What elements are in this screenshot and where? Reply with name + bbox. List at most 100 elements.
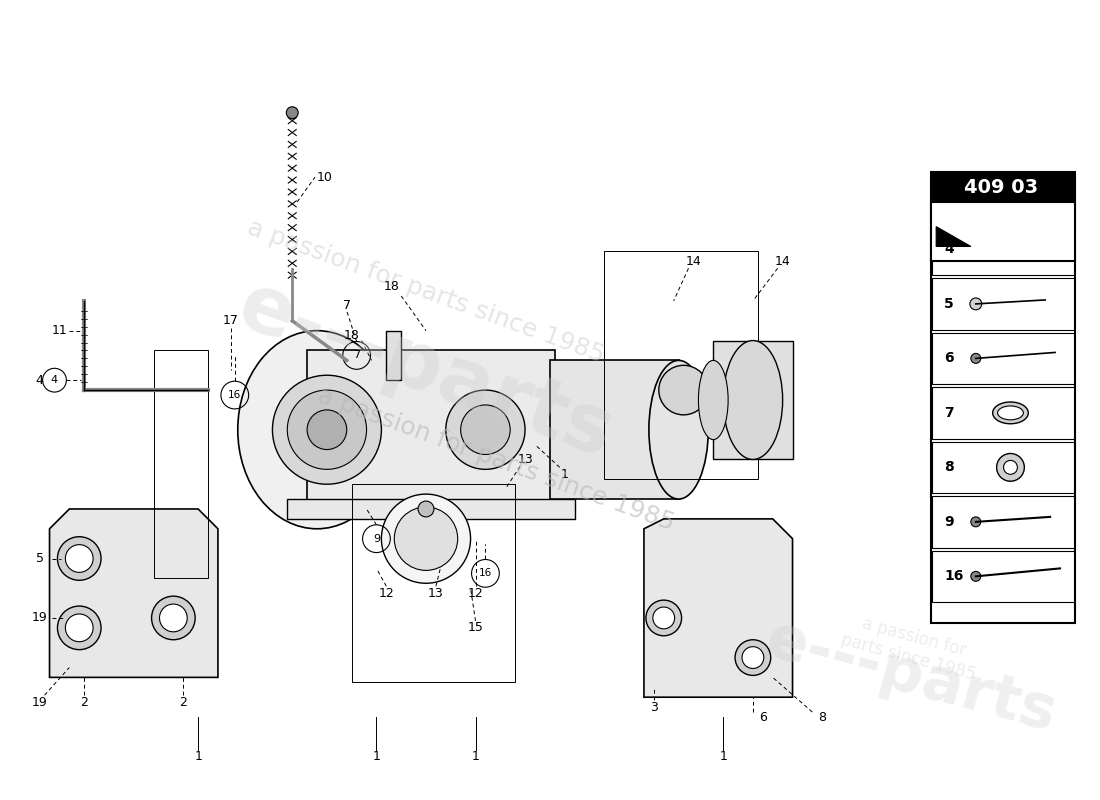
Bar xyxy=(550,360,679,499)
Circle shape xyxy=(160,604,187,632)
Circle shape xyxy=(1003,461,1018,474)
Text: 4: 4 xyxy=(35,374,44,386)
Text: 1: 1 xyxy=(195,750,202,763)
Bar xyxy=(932,278,1074,330)
Circle shape xyxy=(735,640,771,675)
Bar xyxy=(287,499,574,519)
Ellipse shape xyxy=(436,366,535,494)
Bar xyxy=(932,202,1075,262)
Text: 19: 19 xyxy=(32,696,47,709)
Text: 17: 17 xyxy=(223,314,239,327)
Ellipse shape xyxy=(723,341,782,459)
Text: 10: 10 xyxy=(317,170,333,184)
Text: 18: 18 xyxy=(343,329,360,342)
Text: 15: 15 xyxy=(468,622,484,634)
Circle shape xyxy=(971,571,981,582)
Ellipse shape xyxy=(238,330,396,529)
Ellipse shape xyxy=(649,360,708,499)
Text: 8: 8 xyxy=(818,710,826,723)
Circle shape xyxy=(57,537,101,580)
Text: 9: 9 xyxy=(373,534,380,544)
Text: 7: 7 xyxy=(353,350,360,361)
Text: 16: 16 xyxy=(228,390,241,400)
Bar xyxy=(352,484,515,682)
Text: 16: 16 xyxy=(478,568,492,578)
Text: a passion for
parts since 1985: a passion for parts since 1985 xyxy=(839,611,983,684)
Text: 3: 3 xyxy=(650,701,658,714)
Bar xyxy=(932,333,1074,384)
Circle shape xyxy=(971,517,981,527)
Text: 14: 14 xyxy=(774,255,791,268)
Ellipse shape xyxy=(698,360,728,440)
Circle shape xyxy=(65,614,94,642)
Text: e---parts: e---parts xyxy=(760,610,1063,745)
Text: a passion for parts since 1985: a passion for parts since 1985 xyxy=(244,215,608,367)
Text: 1: 1 xyxy=(719,750,727,763)
Bar xyxy=(932,496,1074,548)
Text: 4: 4 xyxy=(51,375,58,385)
Circle shape xyxy=(394,507,458,570)
Circle shape xyxy=(418,501,433,517)
Text: 12: 12 xyxy=(378,586,394,600)
Text: a passion for parts since 1985: a passion for parts since 1985 xyxy=(314,383,678,535)
Bar xyxy=(713,341,792,459)
Polygon shape xyxy=(644,519,792,697)
Ellipse shape xyxy=(992,402,1028,424)
Text: e---parts: e---parts xyxy=(228,266,624,474)
Text: 12: 12 xyxy=(468,586,483,600)
Circle shape xyxy=(970,298,981,310)
Text: 13: 13 xyxy=(517,453,532,466)
Polygon shape xyxy=(936,226,971,246)
Text: 7: 7 xyxy=(343,299,351,312)
Bar xyxy=(307,350,554,519)
Bar xyxy=(932,442,1074,493)
Bar xyxy=(932,387,1074,438)
Text: 18: 18 xyxy=(384,279,399,293)
Text: 1: 1 xyxy=(373,750,381,763)
Bar xyxy=(932,242,1075,623)
Text: 409 03: 409 03 xyxy=(964,178,1037,197)
Text: 6: 6 xyxy=(944,351,954,366)
Circle shape xyxy=(273,375,382,484)
Bar xyxy=(386,330,402,380)
Text: 5: 5 xyxy=(944,297,954,311)
Circle shape xyxy=(65,545,94,572)
Text: 4: 4 xyxy=(944,242,954,257)
Circle shape xyxy=(382,494,471,583)
Text: 11: 11 xyxy=(52,324,67,337)
Text: 16: 16 xyxy=(944,570,964,583)
Text: 14: 14 xyxy=(685,255,702,268)
Text: 7: 7 xyxy=(944,406,954,420)
Circle shape xyxy=(286,106,298,118)
Text: 2: 2 xyxy=(179,696,187,709)
FancyBboxPatch shape xyxy=(974,238,1027,262)
Text: 1: 1 xyxy=(561,468,569,481)
Bar xyxy=(932,224,1074,275)
Circle shape xyxy=(287,390,366,470)
Circle shape xyxy=(446,390,525,470)
Text: 6: 6 xyxy=(759,710,767,723)
Bar xyxy=(932,172,1075,237)
Circle shape xyxy=(742,646,763,669)
Circle shape xyxy=(307,410,346,450)
Text: 19: 19 xyxy=(32,611,47,625)
Circle shape xyxy=(152,596,195,640)
Bar xyxy=(154,350,208,578)
Circle shape xyxy=(971,354,981,363)
Circle shape xyxy=(57,606,101,650)
Circle shape xyxy=(461,405,510,454)
Polygon shape xyxy=(50,509,218,678)
Circle shape xyxy=(652,607,674,629)
Ellipse shape xyxy=(659,366,708,415)
Text: 8: 8 xyxy=(944,460,954,474)
Circle shape xyxy=(997,454,1024,482)
Circle shape xyxy=(646,600,682,636)
Text: 13: 13 xyxy=(428,586,443,600)
Text: 9: 9 xyxy=(944,515,954,529)
Bar xyxy=(604,251,758,479)
Ellipse shape xyxy=(998,406,1023,420)
Bar xyxy=(932,550,1074,602)
Text: 1: 1 xyxy=(472,750,480,763)
Text: 2: 2 xyxy=(80,696,88,709)
Text: 5: 5 xyxy=(35,552,44,565)
